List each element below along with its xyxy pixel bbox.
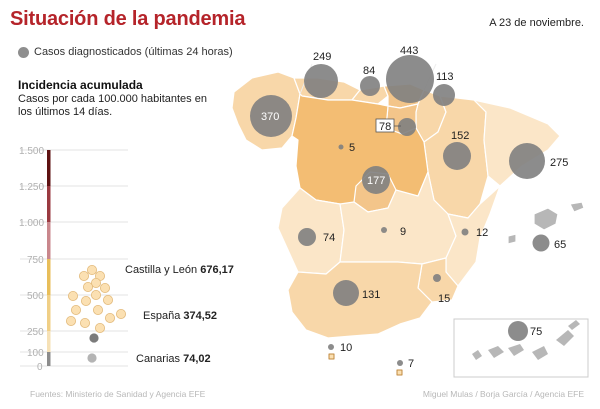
case-label: 9 — [400, 226, 406, 238]
case-label: 75 — [530, 326, 542, 338]
case-label: 370 — [261, 111, 279, 123]
bubble-melilla — [397, 360, 403, 366]
bubble-madrid — [362, 166, 390, 194]
case-label: 113 — [436, 71, 454, 83]
bubble-andalucia — [333, 280, 359, 306]
region-baleares — [533, 207, 559, 231]
bubble-aragon — [443, 142, 471, 170]
case-label: 84 — [363, 65, 375, 77]
incidence-scale: 1.500 1.250 1.000 750 500 250 100 0 — [19, 146, 234, 373]
case-label: 152 — [451, 130, 469, 142]
scale-tick: 750 — [27, 255, 44, 266]
scale-band — [47, 186, 51, 222]
scale-band — [47, 352, 51, 366]
scale-band — [47, 259, 51, 295]
incidence-title: Incidencia acumulada — [18, 78, 143, 92]
case-label: 7 — [408, 358, 414, 370]
scale-tick: 0 — [37, 362, 43, 373]
scale-tick: 100 — [27, 348, 44, 359]
incidence-subtitle: Casos por cada 100.000 habitantes en los… — [18, 93, 207, 118]
dot-canarias — [87, 353, 97, 363]
bubble-pais-vasco — [386, 55, 434, 103]
highlight-canarias: Canarias 74,02 — [136, 353, 211, 365]
label-box — [375, 118, 395, 133]
bubble-valencia — [461, 228, 469, 236]
bubble-ceuta — [328, 344, 334, 350]
scale-tick: 250 — [27, 327, 44, 338]
bubble-cataluna — [509, 143, 545, 179]
island — [488, 346, 504, 358]
region-dots — [66, 264, 127, 333]
bubble-castilla-leon — [338, 144, 344, 150]
island — [508, 344, 524, 356]
source-note: Fuentes: Ministerio de Sanidad y Agencia… — [30, 389, 206, 399]
scale-band — [47, 295, 51, 331]
bubble-castilla-la-mancha — [381, 227, 387, 233]
region-andalucia — [287, 261, 433, 339]
case-label: 78 — [379, 121, 391, 133]
scale-band — [47, 222, 51, 259]
legend-label: Casos diagnosticados (últimas 24 horas) — [34, 46, 233, 58]
bubble-asturias — [304, 64, 338, 98]
scale-tick: 1.000 — [19, 218, 44, 229]
case-label: 275 — [550, 157, 568, 169]
island — [532, 346, 548, 360]
scale-band — [47, 331, 51, 352]
bubble-canarias — [508, 321, 528, 341]
island — [472, 350, 482, 360]
region-valencia — [445, 185, 501, 287]
region-menorca — [569, 201, 585, 213]
region-castilla-leon — [291, 93, 429, 209]
case-label: 12 — [476, 227, 488, 239]
bubble-navarra — [433, 84, 455, 106]
case-label: 5 — [349, 142, 355, 154]
island — [568, 320, 580, 330]
case-label: 10 — [340, 342, 352, 354]
case-label: 15 — [438, 293, 450, 305]
bubble-extremadura — [298, 228, 316, 246]
scale-tick: 500 — [27, 291, 44, 302]
scale-band — [47, 150, 51, 186]
region-ceuta — [328, 353, 335, 360]
scale-tick: 1.250 — [19, 182, 44, 193]
bubble-galicia — [250, 95, 292, 137]
bubble-legend: Casos diagnosticados (últimas 24 horas) — [18, 46, 233, 58]
case-label: 443 — [400, 45, 418, 57]
inset-frame — [453, 318, 589, 378]
region-melilla — [396, 369, 403, 376]
date-label: A 23 de noviembre. — [489, 17, 584, 29]
canarias-inset — [453, 318, 589, 378]
case-label: 131 — [362, 289, 380, 301]
bubble-baleares — [532, 234, 550, 252]
credits-note: Miguel Mulas / Borja García / Agencia EF… — [422, 389, 584, 399]
case-label: 177 — [367, 175, 385, 187]
highlight-castilla-leon: Castilla y León 676,17 — [125, 264, 234, 276]
case-label: 249 — [313, 51, 331, 63]
dot-espana — [89, 333, 99, 343]
case-label: 74 — [323, 232, 335, 244]
case-bubbles — [250, 55, 550, 366]
scale-tick: 1.500 — [19, 146, 44, 157]
highlight-espana: España 374,52 — [143, 310, 217, 322]
case-label: 65 — [554, 239, 566, 251]
island — [556, 330, 574, 346]
region-ibiza — [507, 233, 517, 245]
page-title: Situación de la pandemia — [10, 8, 246, 30]
bubble-la-rioja — [398, 118, 416, 136]
circle-icon — [18, 46, 29, 58]
bubble-murcia — [433, 274, 441, 282]
bubble-cantabria — [360, 76, 380, 96]
